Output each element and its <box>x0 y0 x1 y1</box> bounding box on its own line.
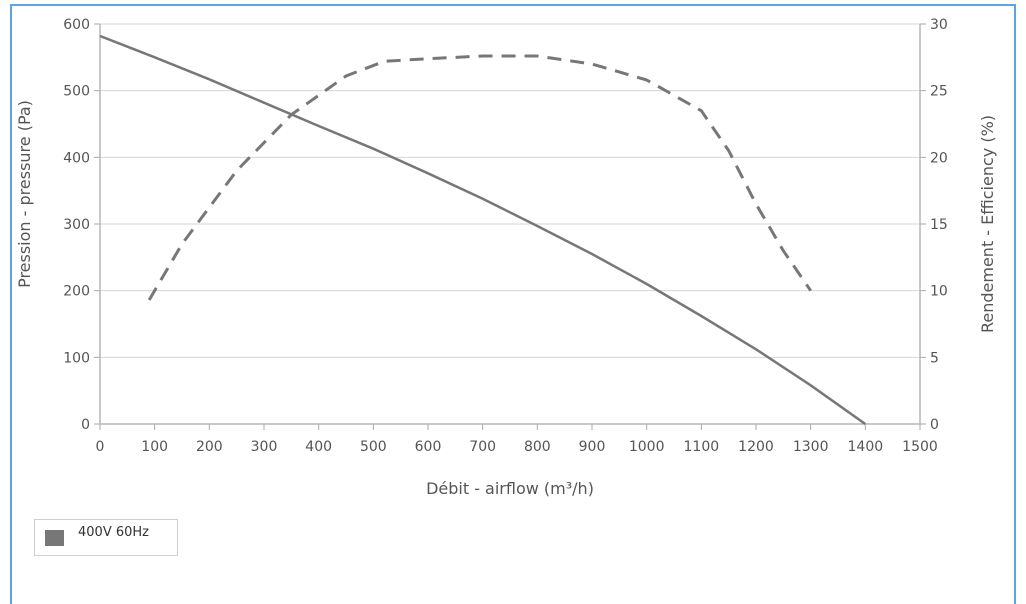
x-tick-label: 800 <box>524 439 551 455</box>
chart-frame <box>10 4 1016 604</box>
x-tick-label: 1300 <box>793 439 829 455</box>
legend-label: 400V 60Hz <box>78 525 149 540</box>
y-right-tick-label: 5 <box>930 350 939 366</box>
y-right-axis-title: Rendement - Efficiency (%) <box>978 115 997 333</box>
y-left-tick-label: 200 <box>63 284 90 300</box>
x-tick-label: 600 <box>415 439 442 455</box>
x-tick-label: 1400 <box>848 439 884 455</box>
efficiency-line <box>147 54 812 301</box>
y-right-tick-label: 15 <box>930 217 948 233</box>
x-tick-label: 400 <box>305 439 332 455</box>
y-left-tick-label: 600 <box>63 17 90 33</box>
x-tick-label: 1000 <box>629 439 665 455</box>
x-axis-title: Débit - airflow (m³/h) <box>426 479 594 498</box>
x-tick-label: 200 <box>196 439 223 455</box>
x-tick-label: 0 <box>96 439 105 455</box>
x-tick-label: 700 <box>469 439 496 455</box>
y-right-tick-label: 30 <box>930 17 948 33</box>
y-left-tick-label: 0 <box>81 417 90 433</box>
legend: 400V 60Hz <box>34 519 178 556</box>
y-right-tick-label: 20 <box>930 150 948 166</box>
x-tick-label: 1200 <box>738 439 774 455</box>
y-left-tick-label: 100 <box>63 350 90 366</box>
y-left-tick-label: 300 <box>63 217 90 233</box>
y-right-tick-label: 25 <box>930 84 948 100</box>
x-tick-label: 500 <box>360 439 387 455</box>
x-tick-label: 1500 <box>902 439 938 455</box>
y-left-tick-label: 400 <box>63 150 90 166</box>
x-tick-label: 100 <box>141 439 168 455</box>
y-right-tick-label: 10 <box>930 284 948 300</box>
x-tick-label: 900 <box>579 439 606 455</box>
x-tick-label: 300 <box>251 439 278 455</box>
y-right-tick-label: 0 <box>930 417 939 433</box>
legend-swatch <box>45 530 64 546</box>
pressure-line <box>99 34 867 426</box>
y-left-axis-title: Pression - pressure (Pa) <box>15 100 34 288</box>
y-left-tick-label: 500 <box>63 84 90 100</box>
x-tick-label: 1100 <box>684 439 720 455</box>
